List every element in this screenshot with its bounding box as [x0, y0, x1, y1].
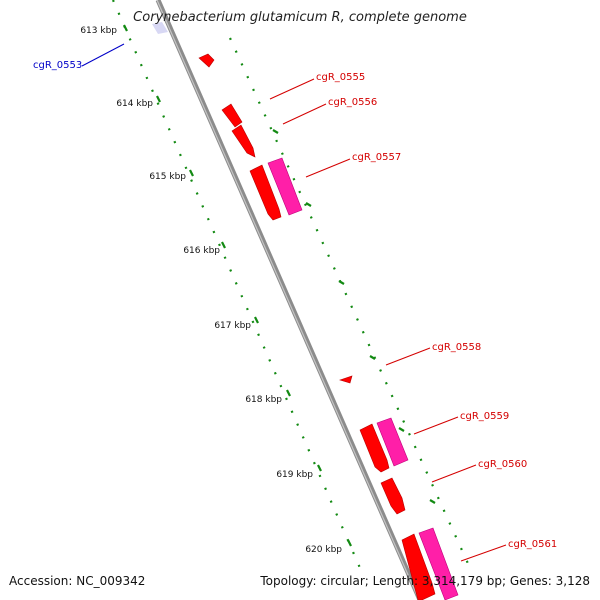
leader-line: [269, 78, 315, 100]
accession-text: Accession: NC_009342: [9, 574, 146, 588]
kbp-label: 614 kbp: [116, 99, 153, 109]
major-tick: [123, 24, 128, 32]
leader-line-blue: [81, 43, 125, 67]
kbp-label: 615 kbp: [149, 172, 186, 182]
tick-guides: [111, 0, 472, 569]
cds-arrow: [359, 423, 390, 473]
inner-tick-guide: [111, 0, 362, 569]
leader-line: [282, 103, 327, 125]
leader-line: [413, 416, 459, 435]
major-tick: [189, 169, 194, 177]
gene-label-cgR_0556[interactable]: cgR_0556: [328, 97, 377, 108]
gene-labels: cgR_0553 cgR_0555 cgR_0556 cgR_0557 cgR_…: [33, 60, 557, 550]
rna-feature: [418, 527, 459, 600]
gene-label-cgR_0558[interactable]: cgR_0558: [432, 342, 481, 353]
major-tick: [338, 280, 345, 285]
blue-feature: [152, 22, 168, 34]
major-tick: [317, 464, 322, 472]
major-tick: [305, 202, 312, 207]
cds-arrow: [198, 53, 215, 68]
gene-label-cgR_0553[interactable]: cgR_0553: [33, 60, 82, 71]
leader-line: [460, 544, 507, 562]
major-tick: [398, 427, 405, 432]
kbp-label: 616 kbp: [183, 246, 220, 256]
major-tick: [272, 129, 279, 134]
gene-label-cgR_0555[interactable]: cgR_0555: [316, 72, 365, 83]
gene-label-cgR_0557[interactable]: cgR_0557: [352, 152, 401, 163]
kbp-label: 620 kbp: [305, 545, 342, 555]
cds-arrow: [231, 124, 256, 158]
major-tick: [347, 539, 352, 547]
leader-lines: [81, 43, 507, 562]
kbp-label: 617 kbp: [214, 321, 251, 331]
gene-label-cgR_0559[interactable]: cgR_0559: [460, 411, 509, 422]
major-tick: [254, 316, 259, 324]
rna-feature: [376, 417, 409, 467]
cds-arrow: [221, 103, 243, 128]
gene-label-cgR_0560[interactable]: cgR_0560: [478, 459, 527, 470]
leader-line: [305, 158, 351, 178]
outer-tick-guide: [228, 37, 472, 569]
kbp-labels: 613 kbp 614 kbp 615 kbp 616 kbp 617 kbp …: [80, 26, 342, 555]
genome-summary: Topology: circular; Length: 3,314,179 bp…: [260, 574, 590, 588]
cds-arrow: [339, 375, 353, 384]
map-title: Corynebacterium glutamicum R, complete g…: [133, 10, 467, 25]
major-tick: [221, 241, 226, 249]
genome-backbone-highlight: [156, 0, 420, 600]
kbp-label: 619 kbp: [276, 470, 313, 480]
gene-label-cgR_0561[interactable]: cgR_0561: [508, 539, 557, 550]
genome-backbone: [155, 0, 423, 600]
major-tick: [369, 355, 376, 360]
leader-line: [385, 347, 431, 366]
cds-arrow: [401, 533, 436, 600]
cds-arrow: [380, 477, 406, 515]
kbp-label: 618 kbp: [245, 395, 282, 405]
cds-arrow: [249, 164, 282, 221]
major-tick: [156, 95, 161, 103]
leader-line: [431, 464, 477, 483]
rna-feature: [267, 157, 303, 216]
major-tick: [429, 499, 436, 504]
major-tick: [286, 389, 291, 397]
kbp-label: 613 kbp: [80, 26, 117, 36]
